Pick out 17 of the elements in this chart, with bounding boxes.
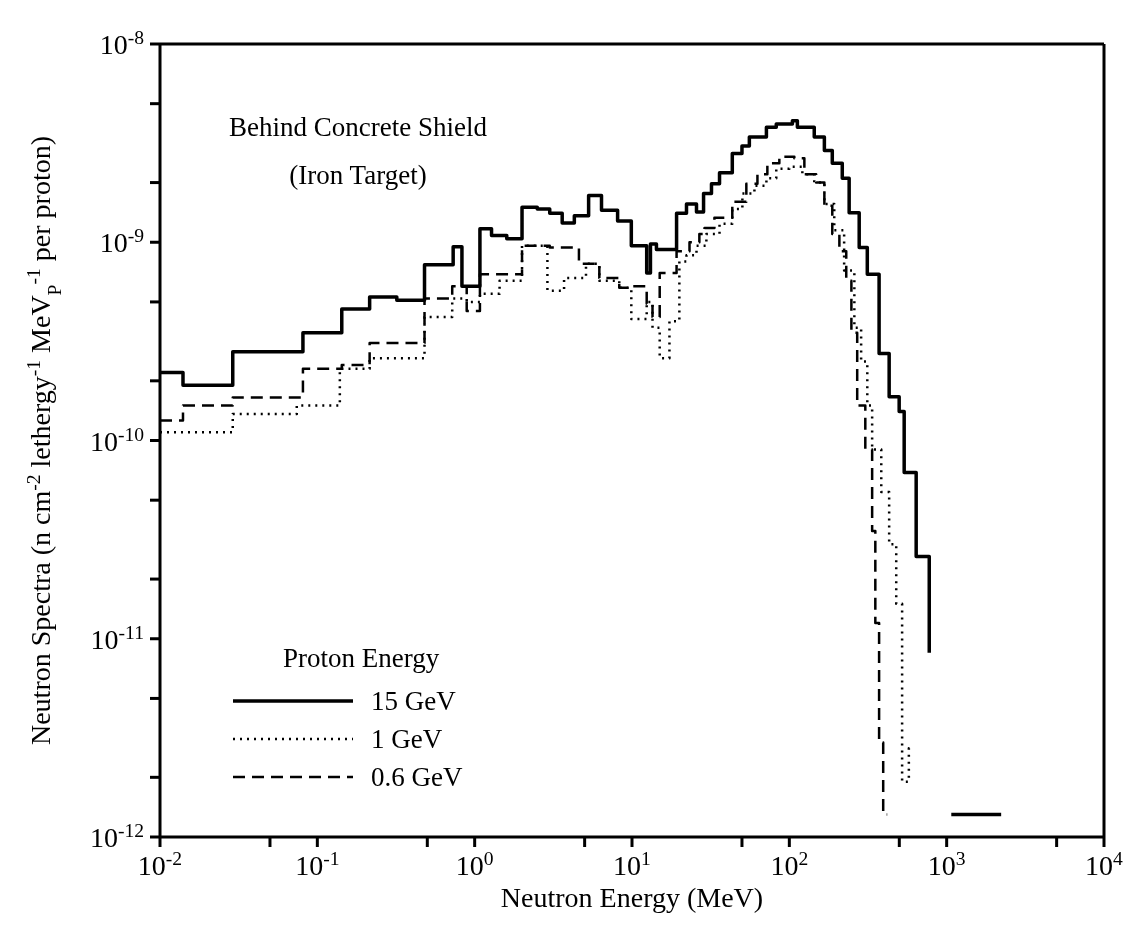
x-axis-title: Neutron Energy (MeV) (500, 882, 764, 913)
annotation: Behind Concrete Shield (228, 111, 488, 144)
annotation: (Iron Target) (288, 159, 428, 192)
y-tick-label: 10$^{-10}$ (89, 423, 145, 457)
y-tick-label: 10$^{-11}$ (90, 621, 144, 655)
x-tick-label: 10$^{3}$ (927, 847, 966, 881)
legend-title: Proton Energy (283, 643, 441, 674)
legend-label: 15 GeV (371, 685, 456, 717)
y-tick-label: 10$^{-9}$ (99, 224, 144, 259)
x-tick-label: 10$^{4}$ (1085, 847, 1124, 881)
y-tick-label: 10$^{-8}$ (99, 26, 145, 60)
x-tick-label: 10$^{-1}$ (295, 847, 340, 881)
x-tick-label: 10$^{2}$ (770, 847, 809, 881)
legend-label: 1 GeV (371, 723, 443, 755)
x-tick-label: 10$^{1}$ (613, 847, 651, 881)
x-tick-label: 10$^{0}$ (455, 847, 494, 881)
legend-label: 0.6 GeV (371, 761, 463, 793)
